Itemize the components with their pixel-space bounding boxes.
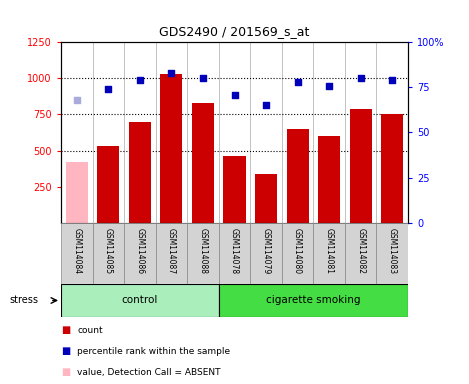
Point bbox=[199, 75, 207, 81]
Bar bbox=[219, 284, 408, 317]
Bar bbox=[255, 174, 277, 223]
Bar bbox=[124, 223, 156, 284]
Text: GDS2490 / 201569_s_at: GDS2490 / 201569_s_at bbox=[159, 25, 310, 38]
Point bbox=[136, 77, 144, 83]
Bar bbox=[250, 223, 282, 284]
Text: value, Detection Call = ABSENT: value, Detection Call = ABSENT bbox=[77, 368, 221, 377]
Bar bbox=[97, 146, 119, 223]
Bar bbox=[219, 223, 250, 284]
Text: GSM114081: GSM114081 bbox=[325, 228, 333, 274]
Text: GSM114080: GSM114080 bbox=[293, 228, 302, 274]
Bar bbox=[160, 74, 182, 223]
Text: ■: ■ bbox=[61, 346, 70, 356]
Text: ■: ■ bbox=[61, 325, 70, 335]
Bar bbox=[282, 223, 313, 284]
Text: cigarette smoking: cigarette smoking bbox=[266, 295, 361, 306]
Bar bbox=[377, 223, 408, 284]
Bar bbox=[61, 284, 219, 317]
Point bbox=[231, 91, 238, 98]
Bar bbox=[192, 103, 214, 223]
Text: GSM114085: GSM114085 bbox=[104, 228, 113, 274]
Point bbox=[73, 97, 81, 103]
Bar bbox=[187, 223, 219, 284]
Text: stress: stress bbox=[9, 295, 38, 306]
Bar bbox=[223, 156, 246, 223]
Text: GSM114082: GSM114082 bbox=[356, 228, 365, 274]
Bar bbox=[313, 223, 345, 284]
Point bbox=[294, 79, 302, 85]
Bar bbox=[381, 114, 403, 223]
Point bbox=[357, 75, 364, 81]
Text: GSM114083: GSM114083 bbox=[388, 228, 397, 274]
Point bbox=[167, 70, 175, 76]
Text: GSM114084: GSM114084 bbox=[72, 228, 81, 274]
Text: GSM114086: GSM114086 bbox=[136, 228, 144, 274]
Point bbox=[262, 103, 270, 109]
Point bbox=[105, 86, 112, 92]
Text: GSM114079: GSM114079 bbox=[262, 228, 271, 274]
Text: GSM114088: GSM114088 bbox=[198, 228, 207, 274]
Bar bbox=[129, 122, 151, 223]
Text: control: control bbox=[121, 295, 158, 306]
Text: GSM114078: GSM114078 bbox=[230, 228, 239, 274]
Bar bbox=[318, 136, 340, 223]
Point bbox=[325, 83, 333, 89]
Text: GSM114087: GSM114087 bbox=[167, 228, 176, 274]
Bar bbox=[61, 223, 92, 284]
Bar bbox=[66, 162, 88, 223]
Bar bbox=[350, 109, 372, 223]
Text: count: count bbox=[77, 326, 103, 335]
Text: percentile rank within the sample: percentile rank within the sample bbox=[77, 347, 230, 356]
Bar bbox=[345, 223, 377, 284]
Bar bbox=[92, 223, 124, 284]
Point bbox=[388, 77, 396, 83]
Bar bbox=[287, 129, 309, 223]
Bar bbox=[156, 223, 187, 284]
Text: ■: ■ bbox=[61, 367, 70, 377]
